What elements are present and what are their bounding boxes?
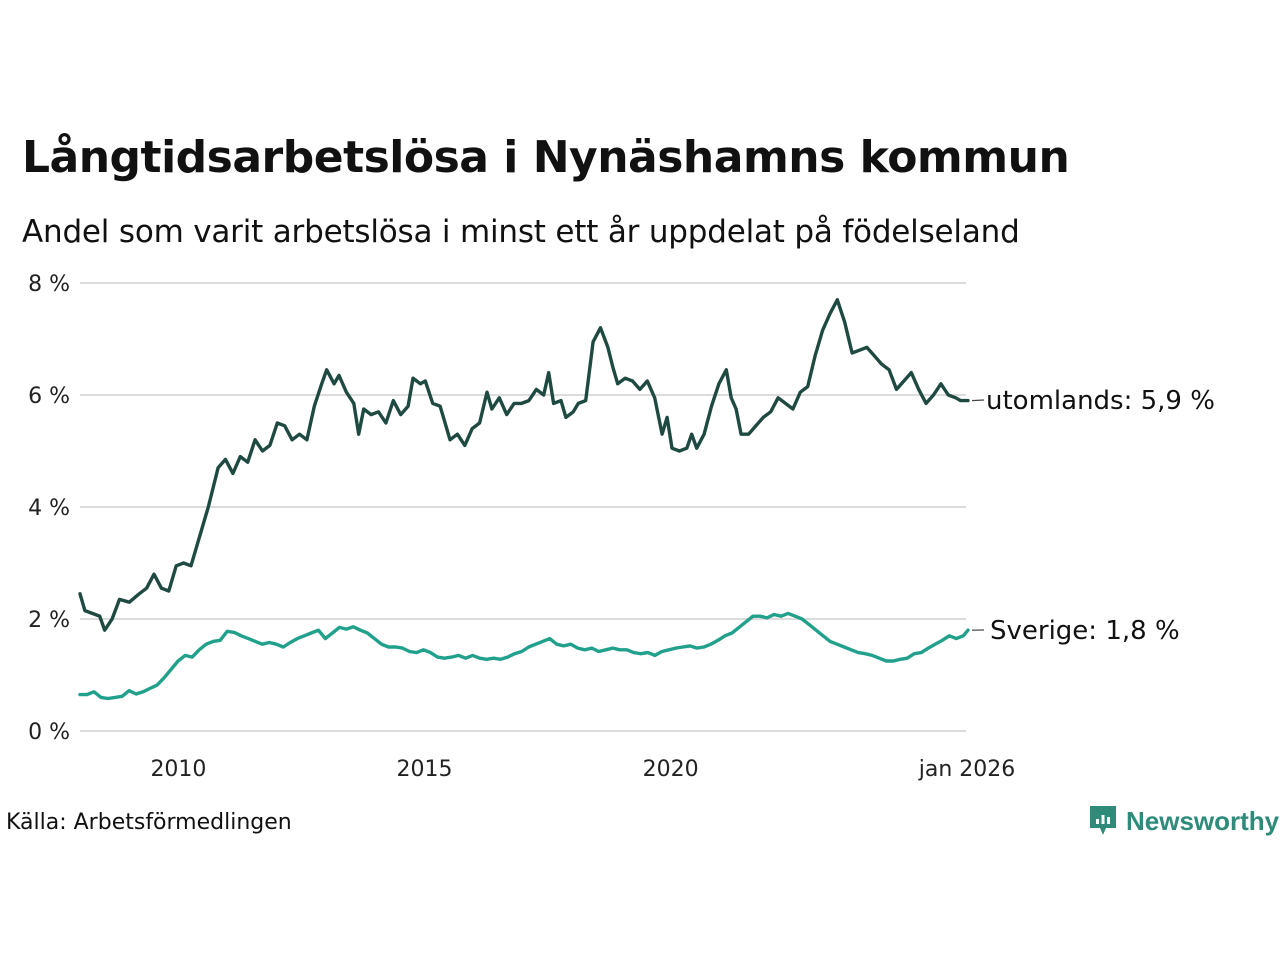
label-connector-utomlands bbox=[971, 399, 985, 402]
series-label-sverige: Sverige: 1,8 % bbox=[990, 616, 1180, 646]
y-tick-label: 0 % bbox=[28, 720, 70, 745]
brand-logo: Newsworthy bbox=[1088, 804, 1279, 838]
x-tick-label: jan 2026 bbox=[918, 757, 1016, 782]
series-label-utomlands: utomlands: 5,9 % bbox=[986, 386, 1215, 416]
chart-title: Långtidsarbetslösa i Nynäshamns kommun bbox=[22, 132, 1070, 183]
end-labels: utomlands: 5,9 % Sverige: 1,8 % bbox=[971, 386, 1215, 646]
series-layer bbox=[78, 298, 970, 701]
y-axis: 0 % 2 % 4 % 6 % 8 % bbox=[28, 272, 70, 745]
grid-layer bbox=[80, 282, 966, 732]
x-tick-label: 2015 bbox=[397, 757, 453, 782]
chart-subtitle: Andel som varit arbetslösa i minst ett å… bbox=[22, 214, 1020, 250]
series-line-sverige bbox=[78, 611, 970, 701]
newsworthy-icon bbox=[1090, 806, 1116, 835]
y-tick-label: 6 % bbox=[28, 384, 70, 409]
x-tick-label: 2010 bbox=[150, 757, 206, 782]
x-tick-label: 2020 bbox=[643, 757, 699, 782]
y-tick-label: 4 % bbox=[28, 496, 70, 521]
y-tick-label: 8 % bbox=[28, 272, 70, 297]
brand-name: Newsworthy bbox=[1126, 805, 1280, 836]
x-axis: 2010 2015 2020 jan 2026 bbox=[150, 757, 1015, 782]
y-tick-label: 2 % bbox=[28, 608, 70, 633]
series-line-utomlands bbox=[78, 298, 970, 632]
source-note: Källa: Arbetsförmedlingen bbox=[6, 810, 292, 835]
